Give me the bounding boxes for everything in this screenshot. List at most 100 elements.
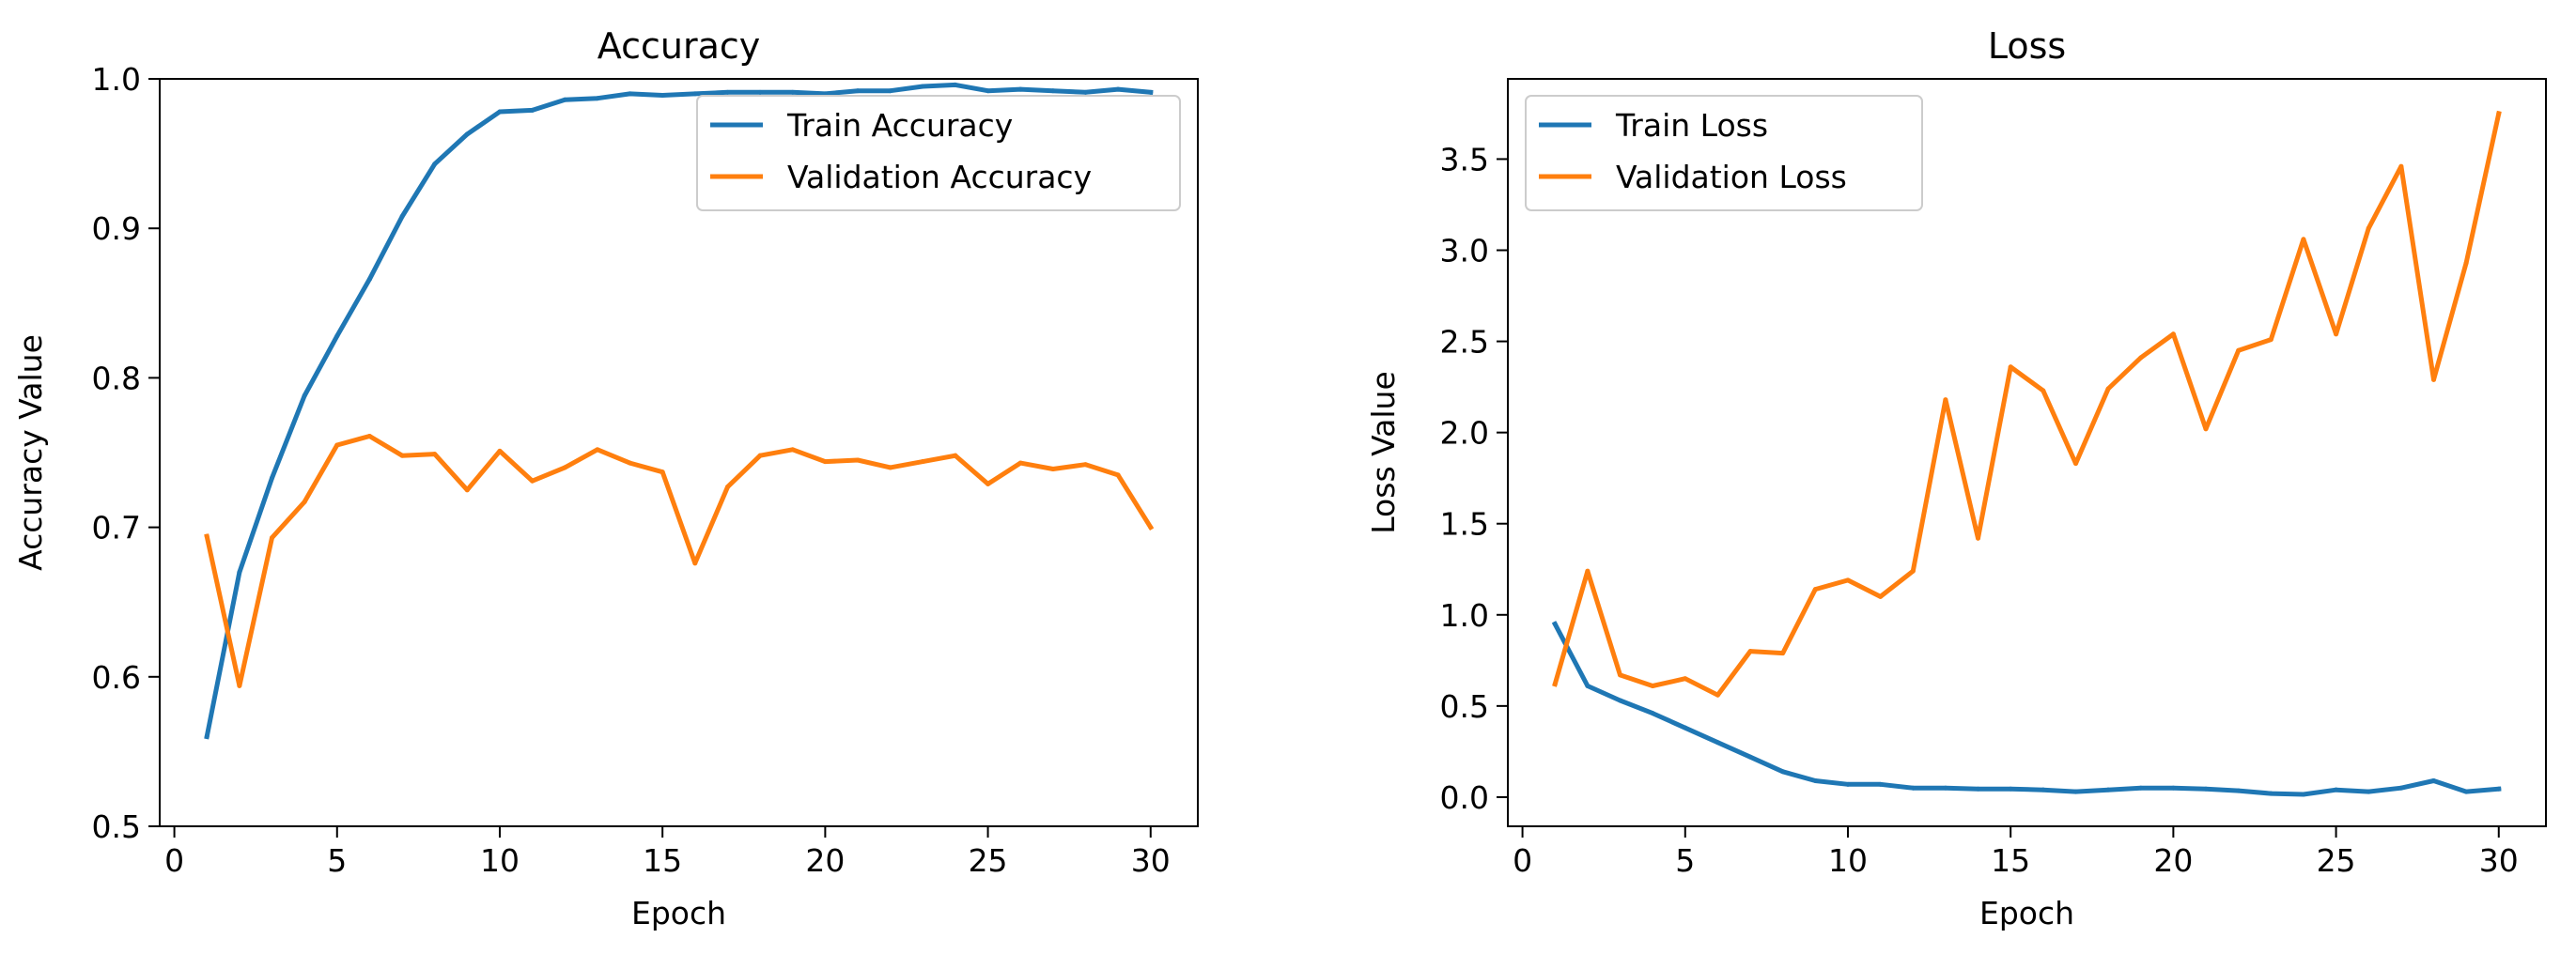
y-tick-label: 2.0 [1440, 415, 1489, 452]
data-point [1878, 781, 1884, 787]
x-tick-label: 20 [805, 842, 845, 879]
data-point [2138, 355, 2144, 361]
loss-chart: Loss 0 5 10 15 20 25 30 0.0 0.5 1.0 1.5 2.0 2.5 3.0 3.5… [1365, 25, 2547, 931]
data-point [2170, 331, 2176, 337]
data-point [595, 447, 600, 453]
train-loss-line [1551, 621, 2502, 797]
data-point [2334, 331, 2339, 337]
data-point [1050, 467, 1056, 472]
data-point [888, 465, 893, 470]
data-point [432, 452, 438, 457]
data-point [2203, 786, 2209, 792]
data-point [399, 213, 405, 219]
data-point [2463, 789, 2469, 794]
data-point [1976, 535, 1981, 541]
y-tick-label: 3.5 [1440, 141, 1489, 177]
y-tick-label: 0.7 [92, 510, 141, 546]
data-point [302, 393, 307, 399]
validation-loss-line [1552, 110, 2502, 698]
data-point [1017, 460, 1023, 466]
legend-label: Validation Accuracy [787, 159, 1092, 195]
data-point [334, 442, 340, 448]
x-tick-label: 10 [1828, 842, 1868, 879]
x-tick-label: 5 [327, 842, 347, 879]
data-point [432, 162, 438, 167]
data-point [2072, 789, 2078, 794]
data-point [302, 500, 307, 505]
y-tick-label: 3.0 [1440, 232, 1489, 269]
data-point [757, 89, 763, 95]
data-point [1650, 684, 1655, 689]
data-point [1943, 785, 1948, 791]
data-point [2008, 786, 2013, 792]
x-tick-label: 20 [2153, 842, 2193, 879]
x-tick-label: 15 [1991, 842, 2030, 879]
data-point [1082, 89, 1088, 95]
y-tick-label: 0.5 [1440, 688, 1489, 725]
x-tick-label: 30 [1131, 842, 1171, 879]
data-point [692, 91, 698, 97]
validation-accuracy-line [204, 434, 1155, 688]
x-axis-label: Epoch [631, 895, 726, 931]
data-point [366, 433, 372, 439]
plot-frame [159, 78, 1199, 827]
data-point [920, 84, 925, 89]
data-point [1747, 754, 1753, 760]
data-point [953, 82, 958, 87]
data-point [2430, 377, 2436, 382]
data-point [1683, 676, 1688, 682]
plot-frame [1507, 78, 2547, 827]
y-tick-label: 1.0 [1440, 597, 1489, 634]
data-point [1878, 593, 1884, 599]
data-point [1082, 462, 1088, 468]
data-point [1017, 86, 1023, 92]
data-point [1715, 692, 1720, 698]
data-point [1552, 621, 1558, 626]
data-point [595, 96, 600, 101]
data-point [2170, 785, 2176, 791]
data-point [1683, 725, 1688, 731]
y-tick-label: 1.5 [1440, 506, 1489, 543]
data-point [464, 131, 470, 137]
y-tick-label: 1.0 [92, 61, 141, 98]
data-point [2301, 237, 2306, 242]
data-point [497, 109, 503, 115]
accuracy-chart: Accuracy 0 5 10 15 20 25 30 0.5 0.6 0.7 0.8 0.9 1.0 Ep… [12, 25, 1199, 931]
data-point [497, 448, 503, 454]
x-tick-label: 0 [164, 842, 184, 879]
data-point [204, 533, 209, 539]
data-point [985, 88, 991, 94]
data-point [237, 569, 242, 575]
x-tick-label: 15 [643, 842, 682, 879]
data-point [366, 276, 372, 282]
train-accuracy-line [204, 82, 1154, 740]
data-point [757, 453, 763, 458]
y-tick-label: 0.0 [1440, 779, 1489, 816]
x-axis-label: Epoch [1979, 895, 2074, 931]
data-point [1910, 568, 1916, 574]
data-point [692, 561, 698, 566]
data-point [953, 453, 958, 458]
y-axis-label: Accuracy Value [12, 334, 49, 571]
data-point [1812, 587, 1818, 592]
data-point [2105, 386, 2111, 392]
data-point [790, 89, 796, 95]
data-point [237, 683, 242, 688]
data-point [1910, 785, 1916, 791]
data-point [399, 453, 405, 458]
data-point [2496, 111, 2502, 116]
data-point [562, 465, 567, 470]
data-point [1845, 781, 1851, 787]
data-point [888, 88, 893, 94]
legend-box [1525, 95, 1923, 211]
legend: Train Accuracy Validation Accuracy [696, 95, 1181, 211]
data-point [2072, 461, 2078, 467]
x-tick-label: 5 [1675, 842, 1695, 879]
data-point [2236, 347, 2242, 353]
y-tick-label: 2.5 [1440, 324, 1489, 361]
data-point [1115, 472, 1121, 478]
data-point [1943, 397, 1948, 403]
data-point [2236, 788, 2242, 793]
x-tick-label: 10 [480, 842, 520, 879]
